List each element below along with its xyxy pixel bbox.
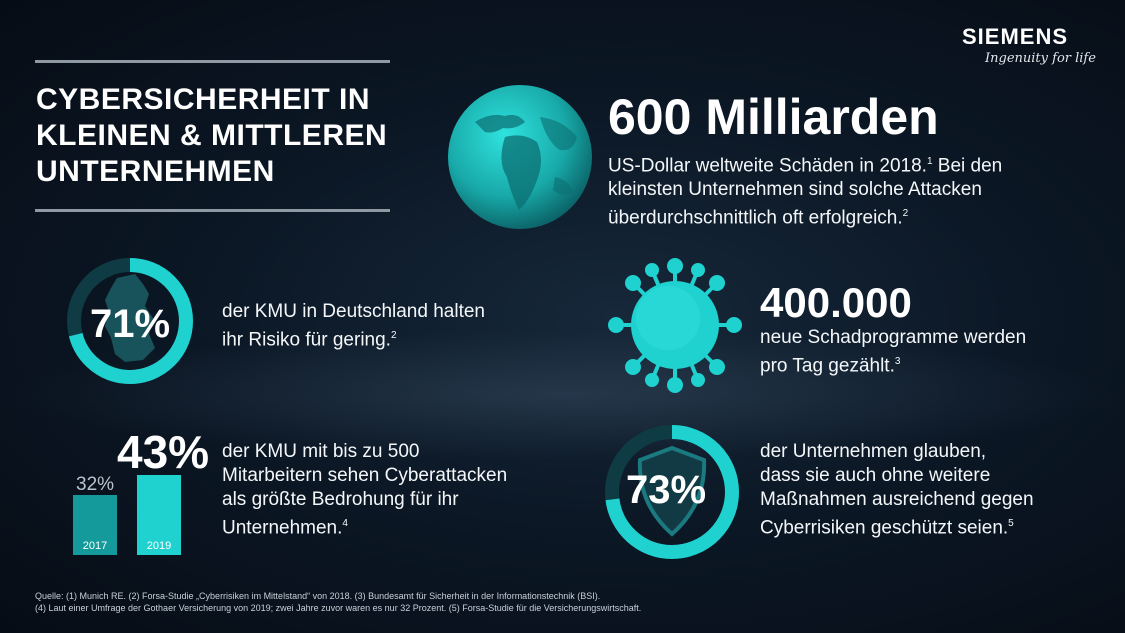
shield-ring-chart [605, 425, 739, 559]
bar-2017: 2017 [73, 495, 117, 555]
stat-shield-line-1: der Unternehmen glauben, [760, 441, 987, 462]
title-rule-bottom [35, 209, 390, 212]
title-rule-top [35, 60, 390, 63]
stat-world-line-1: US-Dollar weltweite Schäden in 2018. [608, 155, 927, 177]
stat-world-value: 600 Milliarden [608, 89, 939, 145]
footnote-4: 4 [342, 518, 348, 529]
stat-virus-description: neue Schadprogramme werden pro Tag gezäh… [760, 326, 1026, 378]
stat-shield-line-3: Maßnahmen ausreichend gegen [760, 489, 1034, 510]
germany-ring-chart [67, 258, 193, 384]
stat-virus-line-2: pro Tag gezählt. [760, 355, 895, 377]
stat-virus-line-1: neue Schadprogramme werden [760, 327, 1027, 348]
bar-2019: 2019 [137, 475, 181, 555]
stat-shield-line-2: dass sie auch ohne weitere [760, 465, 991, 486]
ring-progress-71 [67, 258, 193, 384]
footnote-2b: 2 [390, 330, 397, 341]
stat-germany-line-2: ihr Risiko für gering. [222, 329, 391, 351]
stat-bars-line-2: Mitarbeitern sehen Cyberattacken [222, 465, 508, 486]
sources-line-2: (4) Laut einer Umfrage der Gothaer Versi… [35, 603, 642, 613]
virus-icon [608, 258, 742, 393]
stat-bars-line-3: als größte Bedrohung für ihr [222, 489, 459, 510]
stat-germany-description: der KMU in Deutschland halten ihr Risiko… [222, 300, 485, 352]
stat-shield-line-4: Cyberrisiken geschützt seien. [760, 517, 1009, 539]
globe-icon [448, 85, 592, 229]
page-title: CYBERSICHERHEIT IN KLEINEN & MITTLEREN U… [36, 82, 387, 190]
title-line-2: KLEINEN & MITTLEREN [36, 119, 388, 152]
stat-shield-value: 73% [626, 468, 707, 512]
footnote-5: 5 [1008, 518, 1014, 529]
stat-bars-description: der KMU mit bis zu 500 Mitarbeitern sehe… [222, 440, 507, 540]
bar-2017-year-label: 2017 [82, 539, 108, 552]
title-line-1: CYBERSICHERHEIT IN [36, 83, 371, 116]
stat-world-line-1b: Bei den [932, 155, 1003, 177]
stat-bars-line-4: Unternehmen. [222, 517, 343, 539]
footnote-3: 3 [894, 356, 901, 367]
stat-world-line-2: kleinsten Unternehmen sind solche Attack… [608, 179, 982, 201]
bar-2017-value-label: 32% [76, 474, 115, 495]
logo-tagline: Ingenuity for life [985, 51, 1096, 66]
stat-bars-line-1: der KMU mit bis zu 500 [222, 441, 420, 462]
stat-germany-value: 71% [90, 302, 171, 346]
stat-world-line-3: überdurchschnittlich oft erfolgreich. [608, 207, 903, 229]
background-glow [0, 330, 1125, 460]
title-line-3: UNTERNEHMEN [36, 155, 275, 188]
germany-map-icon [105, 274, 155, 362]
sources-footnote: Quelle: (1) Munich RE. (2) Forsa-Studie … [35, 590, 641, 614]
sources-line-1: Quelle: (1) Munich RE. (2) Forsa-Studie … [35, 591, 601, 601]
shield-icon [637, 445, 707, 537]
stat-virus-value: 400.000 [760, 279, 912, 326]
footnote-1: 1 [926, 156, 933, 167]
bar-2019-year-label: 2019 [146, 540, 172, 552]
stat-bars-value: 43% [117, 426, 210, 478]
stat-shield-description: der Unternehmen glauben, dass sie auch o… [760, 440, 1034, 540]
footnote-2: 2 [902, 208, 909, 220]
siemens-logo: SIEMENS [962, 24, 1069, 49]
stat-germany-line-1: der KMU in Deutschland halten [222, 301, 485, 322]
stat-world-description: US-Dollar weltweite Schäden in 2018.1 Be… [608, 150, 1078, 231]
ring-progress-73 [605, 425, 739, 559]
